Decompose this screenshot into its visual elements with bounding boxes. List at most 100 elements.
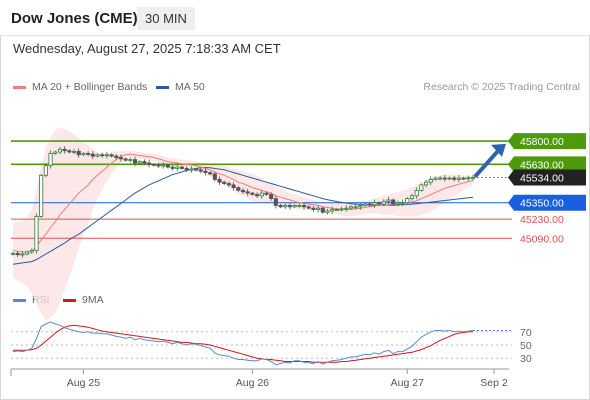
candle-body [194,168,199,171]
candle-body [161,164,166,167]
instrument-title: Dow Jones (CME) [11,10,138,27]
candle-body [292,205,297,208]
legend-ma20-label: MA 20 + Bollinger Bands [32,81,148,93]
level-label-45350: 45350.00 [508,194,586,211]
candle-body [245,191,250,194]
candle-body [231,184,236,189]
candle-body [395,202,400,205]
level-label-45090: 45090.00 [520,233,564,245]
candle-body [447,177,452,180]
candle-body [151,163,156,166]
timeframe-selector[interactable]: 30 MIN [137,7,195,30]
rsi-line [12,321,474,366]
candle-body [301,205,307,208]
candle-body [48,152,53,167]
candle-body [15,252,20,256]
chart-header: Dow Jones (CME) 30 MIN [0,0,590,36]
candle-body [297,205,302,207]
candle-body [419,184,424,191]
candle-body [29,250,34,253]
candle-body [217,179,222,183]
candle-body [118,157,124,160]
candle-body [109,154,114,157]
candle-body [306,206,311,209]
candle-body [57,148,62,153]
legend-rsi-ma: 9MA [63,294,104,306]
candle-body [184,168,189,171]
legend-rsi-ma-label: 9MA [82,294,104,306]
candle-body [470,177,476,179]
candle-body [53,151,58,154]
candle-body [442,177,447,180]
candle-body [62,148,67,152]
candle-body [203,170,208,173]
chart-datetime: Wednesday, August 27, 2025 7:18:33 AM CE… [13,41,281,56]
candle-body [198,169,203,172]
candle-body [165,164,170,168]
candle-body [208,172,213,175]
candle-body [438,177,443,180]
candle-body [269,194,274,199]
x-tick-label: Aug 25 [67,377,100,389]
candle-body [259,192,264,197]
candle-body [278,205,283,208]
candle-body [67,150,72,153]
candle-body [433,177,438,180]
candle-body [132,159,138,164]
candle-body [273,198,278,206]
candle-body [414,189,419,197]
level-label-45630: 45630.00 [508,156,586,173]
candle-body [236,187,241,191]
x-tick-label: Aug 27 [391,377,424,389]
level-label-45800: 45800.00 [508,133,586,150]
ma50-line [12,166,474,265]
candle-body [71,150,77,153]
rsi-tick-30: 30 [520,353,532,365]
candle-body [104,154,109,157]
research-credit: Research © 2025 Trading Central [423,81,580,93]
candle-body [81,152,86,156]
candle-body [461,177,466,180]
candle-body [76,150,81,156]
candle-body [386,199,391,202]
candle-body [255,194,260,197]
candle-body [240,189,246,193]
candle-body [409,195,415,199]
legend-ma20: MA 20 + Bollinger Bands [13,81,147,93]
rsi-swatch [13,298,26,302]
candle-body [391,199,396,205]
candle-body [25,251,30,255]
candle-body [362,203,368,206]
rsi-tick-70: 70 [520,327,532,339]
candle-body [86,152,91,155]
forecast-arrow-head [491,143,506,157]
candle-body [316,207,321,210]
candle-body [123,158,128,161]
candle-body [147,162,152,165]
candle-body [142,161,147,164]
level-label-45534: 45534.00 [508,169,586,186]
candle-body [39,174,44,217]
candle-body [170,166,175,169]
candle-body [377,202,382,205]
candle-body [137,161,142,164]
candle-body [212,173,217,180]
candle-body [287,205,292,208]
svg-text:45800.00: 45800.00 [520,136,564,148]
candle-body [344,207,349,210]
svg-text:45534.00: 45534.00 [520,172,564,184]
candle-body [90,153,95,157]
candle-body [466,177,471,180]
candle-body [456,177,461,180]
candle-body [405,198,410,204]
candle-body [424,181,429,186]
candle-body [10,252,16,255]
candle-body [348,206,354,209]
level-label-45230: 45230.00 [520,214,564,226]
candle-body [114,155,119,158]
legend-ma50-label: MA 50 [175,81,205,93]
candle-body [95,154,100,157]
candle-body [128,159,133,161]
candle-body [43,165,48,176]
